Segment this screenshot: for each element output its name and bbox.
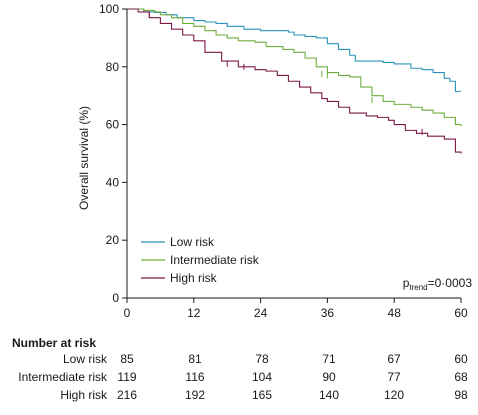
p-value: =0·0003 [428,276,473,290]
x-tick-label: 0 [124,306,131,320]
risk-cell: 116 [185,370,204,384]
y-tick-label: 100 [99,2,119,16]
y-tick-label: 60 [106,118,120,132]
legend-label: Low risk [170,235,215,249]
risk-cell: 119 [117,370,136,384]
x-tick-label: 24 [254,306,268,320]
x-tick-label: 60 [454,306,468,320]
risk-cell: 192 [185,388,205,402]
number-at-risk-table: Number at risk Low risk 85 81 78 71 67 60 Inter… [12,336,468,402]
risk-cell: 98 [454,388,468,402]
risk-row-label: Intermediate risk [18,370,108,384]
y-tick-label: 20 [106,233,120,247]
risk-cell: 120 [384,388,404,402]
risk-cell: 77 [387,370,401,384]
risk-cell: 71 [322,352,336,366]
risk-cell: 104 [252,370,272,384]
y-tick-label: 40 [106,175,120,189]
series-line-high-risk [127,8,462,154]
y-tick-label: 0 [112,291,119,305]
y-tick-label: 80 [106,60,120,74]
axes-layer: 0 20 40 60 80 100 0 12 24 36 48 60 [99,2,468,320]
risk-cell: 78 [255,352,269,366]
risk-cell: 90 [322,370,336,384]
legend-label: Intermediate risk [170,253,260,267]
risk-cell: 85 [120,352,134,366]
p-subscript: trend [409,283,427,292]
risk-row-label: High risk [60,388,108,402]
series-line-intermediate-risk [127,8,462,127]
risk-row-label: Low risk [63,352,108,366]
p-trend-annotation: ptrend=0·0003 [403,276,473,292]
series-layer [127,8,462,154]
legend-label: High risk [170,271,218,285]
risk-cell: 140 [319,388,339,402]
legend: Low risk Intermediate risk High risk [141,235,260,285]
risk-cell: 216 [117,388,137,402]
risk-cell: 68 [454,370,468,384]
risk-table-title: Number at risk [12,336,96,350]
risk-cell: 81 [188,352,202,366]
risk-cell: 67 [387,352,401,366]
x-tick-label: 48 [388,306,402,320]
p-main: p [403,276,410,290]
x-tick-label: 12 [187,306,201,320]
x-tick-label: 36 [321,306,335,320]
risk-cell: 165 [252,388,272,402]
series-line-low-risk [127,8,461,92]
y-axis-title: Overall survival (%) [77,106,91,210]
risk-cell: 60 [454,352,468,366]
